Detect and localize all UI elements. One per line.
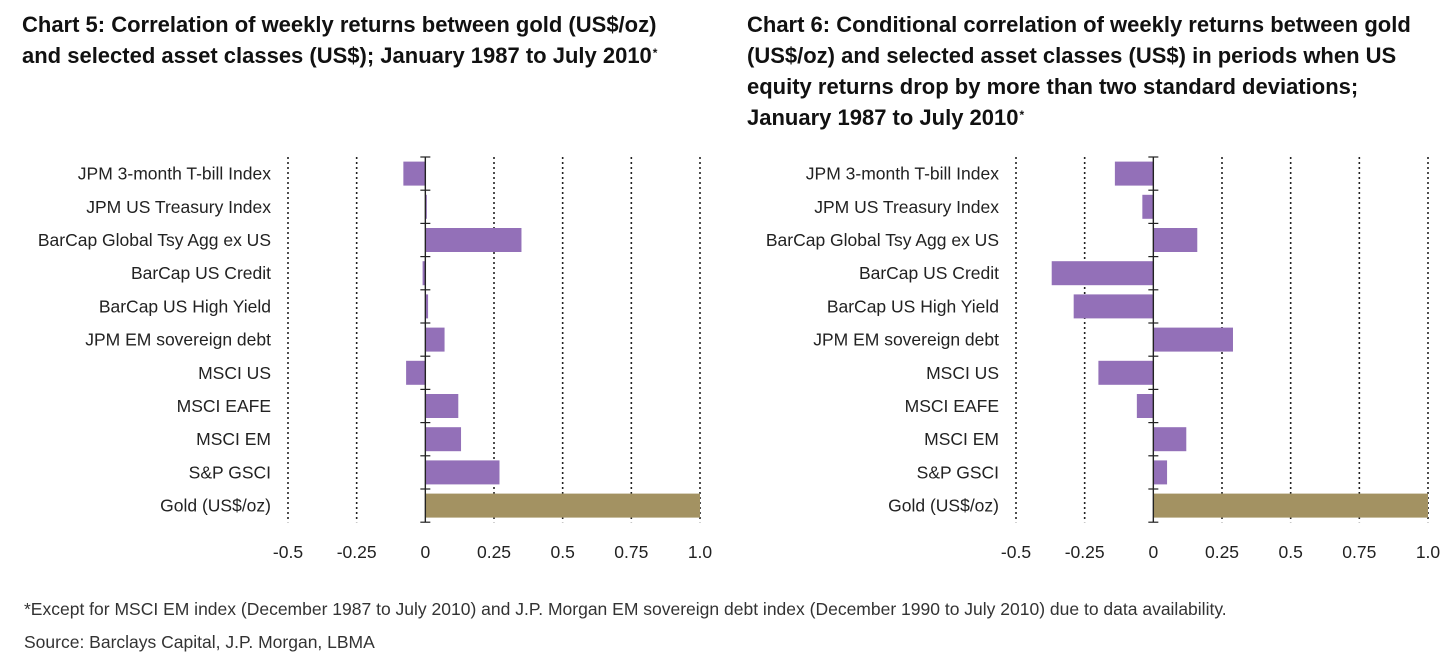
chart6-xtick-label-5: 0.75 [1342, 542, 1376, 562]
chart5-xtick-label-1: -0.25 [337, 542, 377, 562]
chart5-xtick-label-6: 1.0 [688, 542, 713, 562]
chart5-category-label-4: BarCap US High Yield [99, 296, 271, 316]
chart5-bar-3 [422, 261, 426, 286]
chart6-category-label-4: BarCap US High Yield [827, 296, 999, 316]
chart6-category-label-2: BarCap Global Tsy Agg ex US [766, 230, 999, 250]
footnote: *Except for MSCI EM index (December 1987… [24, 599, 1227, 619]
chart6-bar-5 [1153, 327, 1233, 352]
chart5-bar-1 [425, 194, 427, 219]
chart5-bar-9 [425, 460, 500, 485]
chart6-xtick-label-4: 0.5 [1279, 542, 1303, 562]
chart5-category-label-0: JPM 3-month T-bill Index [78, 164, 271, 184]
chart5-category-label-8: MSCI EM [196, 429, 271, 449]
chart5-category-label-9: S&P GSCI [189, 462, 271, 482]
chart6-category-label-6: MSCI US [926, 363, 999, 383]
chart5-xtick-label-5: 0.75 [614, 542, 648, 562]
chart6-bar-10 [1153, 493, 1428, 518]
chart6-bar-6 [1098, 360, 1154, 385]
chart6-title-footnote-mark: * [1019, 108, 1025, 122]
chart6-xtick-label-3: 0.25 [1205, 542, 1239, 562]
chart6-bar-3 [1051, 261, 1154, 286]
chart6-category-label-7: MSCI EAFE [905, 396, 999, 416]
chart5-bar-5 [425, 327, 445, 352]
chart6-bar-8 [1153, 427, 1187, 452]
chart6-bar-0 [1114, 161, 1154, 186]
chart5-xtick-label-3: 0.25 [477, 542, 511, 562]
chart6-title: Chart 6: Conditional correlation of week… [747, 9, 1437, 133]
chart5-xtick-label-4: 0.5 [551, 542, 575, 562]
chart6-bar-1 [1142, 194, 1154, 219]
chart6-category-label-10: Gold (US$/oz) [888, 496, 999, 516]
chart6-xtick-label-1: -0.25 [1065, 542, 1105, 562]
chart5-bar-4 [425, 294, 429, 319]
chart5-category-label-6: MSCI US [198, 363, 271, 383]
chart5-bar-10 [425, 493, 700, 518]
chart5-category-label-1: JPM US Treasury Index [86, 197, 271, 217]
chart5-bar-7 [425, 394, 459, 418]
chart6-title-text: Chart 6: Conditional correlation of week… [747, 12, 1411, 130]
chart5-category-label-2: BarCap Global Tsy Agg ex US [38, 230, 271, 250]
chart6-bar-4 [1073, 294, 1154, 319]
chart5-category-label-7: MSCI EAFE [177, 396, 271, 416]
chart6-xtick-label-2: 0 [1148, 542, 1158, 562]
chart6-xtick-label-6: 1.0 [1416, 542, 1441, 562]
chart5-xtick-label-0: -0.5 [273, 542, 303, 562]
chart5-plot: JPM 3-month T-bill Index JPM US Treasury … [38, 156, 713, 562]
chart6-bar-2 [1153, 228, 1198, 252]
chart6-category-label-3: BarCap US Credit [859, 263, 999, 283]
chart5-category-label-5: JPM EM sovereign debt [85, 330, 271, 350]
chart5-bar-6 [406, 360, 426, 385]
chart5-category-label-3: BarCap US Credit [131, 263, 271, 283]
chart6-category-label-5: JPM EM sovereign debt [813, 330, 999, 350]
chart5-bar-8 [425, 427, 462, 452]
chart6-category-label-0: JPM 3-month T-bill Index [806, 164, 999, 184]
chart6-bar-9 [1153, 460, 1168, 485]
chart6-plot: JPM 3-month T-bill Index JPM US Treasury … [766, 156, 1441, 562]
chart5-category-label-10: Gold (US$/oz) [160, 496, 271, 516]
chart5-title-footnote-mark: * [652, 46, 658, 60]
chart6-xtick-label-0: -0.5 [1001, 542, 1031, 562]
chart6-category-label-1: JPM US Treasury Index [814, 197, 999, 217]
chart6-bar-7 [1136, 394, 1154, 418]
chart6-category-label-9: S&P GSCI [917, 462, 999, 482]
chart5-xtick-label-2: 0 [420, 542, 430, 562]
chart5-bar-2 [425, 228, 522, 252]
chart5-title-text: Chart 5: Correlation of weekly returns b… [22, 12, 657, 68]
source-note: Source: Barclays Capital, J.P. Morgan, L… [24, 632, 375, 652]
chart5-title: Chart 5: Correlation of weekly returns b… [22, 9, 662, 71]
chart5-bar-0 [403, 161, 426, 186]
chart6-category-label-8: MSCI EM [924, 429, 999, 449]
